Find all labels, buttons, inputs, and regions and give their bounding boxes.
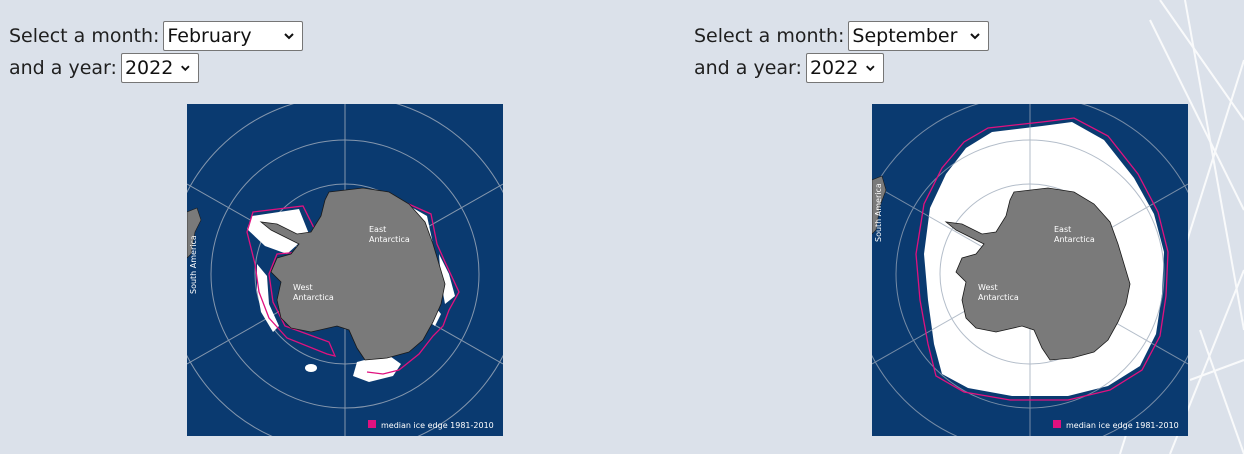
year-label: and a year: [9, 57, 117, 79]
month-label: Select a month: [9, 25, 160, 47]
month-select-value: September [852, 25, 958, 47]
label-east-line2: Antarctica [1054, 235, 1095, 244]
right-panel: Select a month: September and a year: 20… [694, 0, 1244, 454]
chevron-down-icon [181, 65, 190, 72]
chevron-down-icon [866, 65, 875, 72]
month-select-value: February [167, 25, 252, 47]
sea-ice-map-image: East Antarctica West Antarctica South Am… [872, 104, 1188, 436]
left-panel: Select a month: February and a year: 202… [9, 0, 609, 454]
legend-swatch [368, 420, 376, 428]
legend-text: median ice edge 1981-2010 [1066, 421, 1179, 430]
year-row: and a year: 2022 [694, 52, 884, 84]
label-west-line1: West [293, 283, 313, 292]
month-label: Select a month: [694, 25, 845, 47]
label-south-america: South America [189, 235, 198, 294]
legend-text: median ice edge 1981-2010 [381, 421, 494, 430]
label-south-america: South America [874, 183, 883, 242]
sea-ice-map: East Antarctica West Antarctica South Am… [872, 104, 1188, 436]
label-west-line2: Antarctica [293, 293, 334, 302]
month-row: Select a month: February [9, 20, 304, 52]
year-row: and a year: 2022 [9, 52, 199, 84]
sea-ice-map: East Antarctica West Antarctica South Am… [187, 104, 503, 436]
label-west-line1: West [978, 283, 998, 292]
year-select[interactable]: 2022 [120, 53, 199, 83]
sea-ice-map-image: East Antarctica West Antarctica South Am… [187, 104, 503, 436]
chevron-down-icon [284, 33, 295, 40]
legend-swatch [1053, 420, 1061, 428]
year-select-value: 2022 [809, 57, 859, 79]
month-select[interactable]: February [163, 21, 304, 51]
chevron-down-icon [970, 33, 981, 40]
label-east-line1: East [369, 225, 386, 234]
label-west-line2: Antarctica [978, 293, 1019, 302]
label-east-line2: Antarctica [369, 235, 410, 244]
year-label: and a year: [694, 57, 802, 79]
year-select-value: 2022 [124, 57, 174, 79]
month-select[interactable]: September [848, 21, 990, 51]
year-select[interactable]: 2022 [805, 53, 884, 83]
label-east-line1: East [1054, 225, 1071, 234]
month-row: Select a month: September [694, 20, 990, 52]
